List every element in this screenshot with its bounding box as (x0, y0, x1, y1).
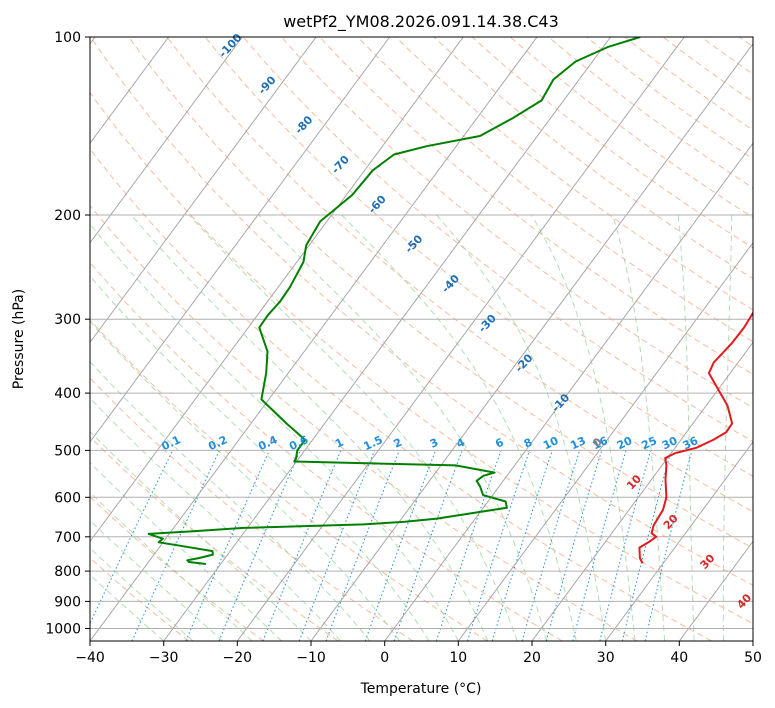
isotherm-line (90, 37, 317, 344)
y-tick-label: 400 (54, 386, 81, 402)
dry-adiabat (90, 377, 414, 641)
mixing-ratio-line (262, 450, 342, 641)
isotherm-line (457, 242, 753, 641)
plot-area (90, 37, 753, 641)
isotherm-line (531, 341, 753, 641)
moist-adiabat (90, 275, 430, 641)
dewpoint-line (147, 37, 641, 565)
y-tick-label: 100 (54, 30, 81, 46)
y-axis-label: Pressure (hPa) (11, 289, 27, 389)
isotherm-line (310, 42, 753, 641)
dry-adiabat (357, 37, 753, 343)
sounding-series (147, 37, 753, 565)
y-tick-label: 300 (54, 312, 81, 328)
y-tick-label: 800 (54, 564, 81, 580)
mixing-ratio-line (435, 450, 502, 641)
moist-adiabat (677, 214, 695, 641)
mixing-ratio-label: 20 (615, 434, 635, 452)
grid-lines (90, 37, 753, 641)
dry-adiabat (90, 37, 753, 586)
isotherm-line (90, 37, 538, 641)
mixing-ratio-line (185, 450, 270, 641)
moist-adiabat (90, 519, 223, 641)
moist-adiabat (722, 214, 733, 641)
y-tick-label: 600 (54, 490, 81, 506)
moist-adiabat (530, 214, 636, 641)
x-tick-label: 40 (670, 650, 688, 666)
mixing-ratio-label: 30 (660, 434, 680, 452)
mixing-ratio-label: 16 (591, 434, 611, 452)
plot-frame (89, 36, 754, 642)
dry-adiabat (90, 204, 638, 641)
mixing-ratio-line (545, 450, 603, 641)
mixing-ratio-line (491, 450, 553, 641)
y-tick-label: 500 (54, 443, 81, 459)
moist-adiabat (752, 606, 753, 641)
dry-adiabat (90, 91, 753, 625)
isotherm-line (605, 441, 753, 641)
moist-adiabat (90, 462, 282, 641)
x-tick-label: 30 (597, 650, 615, 666)
mixing-ratio-label: 36 (681, 434, 701, 452)
isotherm-line (384, 142, 753, 641)
mixing-ratio-line (218, 450, 301, 641)
moist-adiabat (90, 430, 312, 641)
mixing-ratio-label: 25 (640, 434, 659, 452)
x-tick-label: 50 (744, 650, 762, 666)
isotherm-line (752, 640, 753, 641)
y-tick-label: 200 (54, 208, 81, 224)
moist-adiabat (258, 214, 548, 641)
mixing-ratio-line (572, 450, 627, 641)
moist-adiabat (90, 223, 459, 641)
isotherm-line (90, 37, 464, 543)
dry-adiabat (395, 37, 753, 311)
x-axis-label: Temperature (°C) (360, 681, 482, 697)
mixing-ratio-line (599, 450, 652, 641)
moist-adiabat (341, 214, 577, 641)
mixing-ratio-line (325, 450, 400, 641)
y-tick-label: 700 (54, 530, 81, 546)
isotherm-line (90, 37, 390, 443)
mixing-ratio-label: 13 (568, 434, 587, 452)
mixing-ratio-line (467, 450, 531, 641)
isotherm-line (236, 37, 685, 641)
moist-adiabat (90, 397, 341, 641)
x-tick-label: 0 (380, 650, 389, 666)
temperature-line (638, 311, 753, 564)
moist-adiabat (436, 214, 607, 641)
dry-adiabat (90, 148, 712, 641)
mixing-ratio-line (521, 450, 581, 641)
isotherm-line (90, 37, 243, 244)
y-tick-label: 900 (54, 594, 81, 610)
dry-adiabat (166, 37, 753, 513)
chart-title: wetPf2_YM08.2026.091.14.38.C43 (283, 12, 559, 32)
mixing-ratio-line (298, 450, 376, 641)
axes: −40 −30 −20 −10 0 10 20 30 40 50 100 200 300 400 500 60… (45, 30, 762, 666)
x-tick-label: −30 (149, 650, 179, 666)
x-tick-label: 10 (449, 650, 467, 666)
x-tick-label: 20 (523, 650, 541, 666)
moist-adiabat (188, 214, 518, 641)
y-tick-label: 1000 (45, 622, 81, 638)
dry-adiabat (319, 37, 753, 375)
x-tick-label: −40 (75, 650, 105, 666)
isotherm-line (163, 37, 611, 641)
x-tick-label: −10 (296, 650, 326, 666)
moist-adiabat (90, 491, 253, 641)
dry-adiabat (90, 261, 563, 641)
mixing-ratio-line (364, 450, 437, 641)
moist-adiabat (90, 320, 400, 641)
mixing-ratio-label: 10 (541, 434, 561, 452)
isotherm-line (90, 37, 169, 144)
x-tick-label: −20 (223, 650, 253, 666)
